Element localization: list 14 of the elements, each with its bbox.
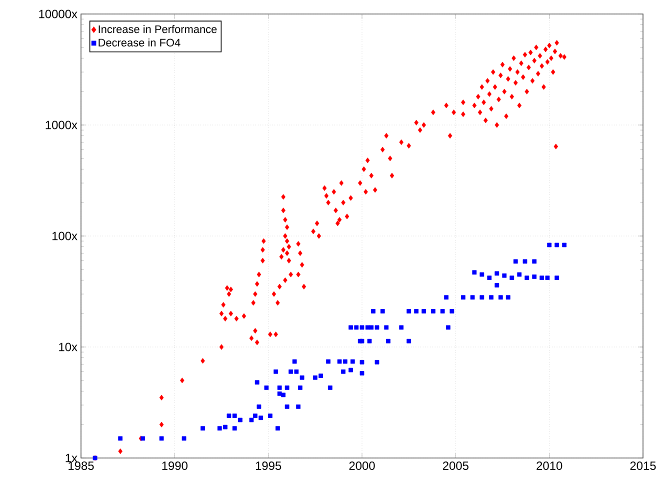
x-tick-label: 1985 — [68, 462, 94, 470]
x-tick-label: 1995 — [256, 462, 282, 470]
y-tick-label: 100x — [52, 232, 78, 240]
legend-label: Decrease in FO4 — [98, 38, 180, 47]
y-tick-label: 1x — [66, 454, 78, 462]
x-tick-label: 2015 — [630, 462, 656, 470]
y-tick-label: 1000x — [46, 120, 78, 130]
x-tick-label: 2010 — [536, 462, 562, 470]
legend-label: Increase in Performance — [98, 25, 217, 34]
x-tick-label: 2005 — [442, 462, 468, 470]
y-tick-label: 10000x — [39, 10, 78, 18]
x-tick-label: 2000 — [349, 462, 375, 470]
y-tick-label: 10x — [59, 342, 78, 352]
x-tick-label: 1990 — [162, 462, 188, 470]
